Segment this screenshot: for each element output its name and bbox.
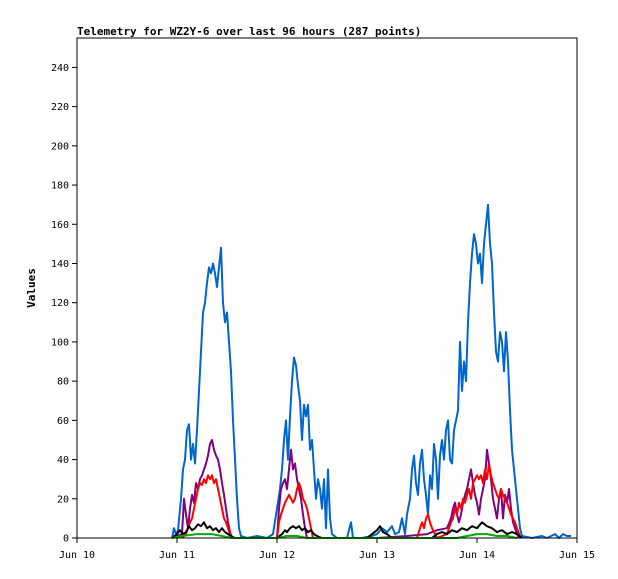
x-tick-label: Jun 14	[459, 550, 495, 561]
y-axis-label: Values	[25, 268, 38, 308]
series-line-3	[181, 462, 522, 539]
chart-title: Telemetry for WZ2Y-6 over last 96 hours …	[77, 25, 421, 38]
series-line-1	[171, 203, 571, 539]
x-tick-label: Jun 15	[559, 550, 595, 561]
series-line-5	[171, 533, 518, 539]
y-tick-label: 160	[51, 220, 69, 231]
y-tick-label: 220	[51, 102, 69, 113]
series-line-2	[171, 439, 520, 539]
y-tick-label: 40	[57, 455, 69, 466]
y-tick-label: 100	[51, 337, 69, 348]
series-layer	[171, 203, 571, 539]
y-axis: 0 20 40 60 80 100 120 140 160 180 200 220 240	[51, 63, 77, 545]
plot-frame	[76, 37, 578, 539]
y-tick-label: 80	[57, 377, 69, 388]
y-tick-label: 20	[57, 494, 69, 505]
x-tick-label: Jun 10	[59, 550, 95, 561]
x-tick-label: Jun 12	[259, 550, 295, 561]
series-line-4	[171, 521, 523, 539]
x-tick-label: Jun 11	[159, 550, 195, 561]
y-tick-label: 140	[51, 259, 69, 270]
y-tick-label: 0	[63, 534, 69, 545]
y-tick-label: 240	[51, 63, 69, 74]
y-tick-label: 120	[51, 298, 69, 309]
x-axis: Jun 10 Jun 11 Jun 12 Jun 13 Jun 14 Jun 15	[59, 538, 595, 561]
y-tick-label: 200	[51, 141, 69, 152]
y-tick-label: 180	[51, 181, 69, 192]
x-tick-label: Jun 13	[359, 550, 395, 561]
y-tick-label: 60	[57, 416, 69, 427]
